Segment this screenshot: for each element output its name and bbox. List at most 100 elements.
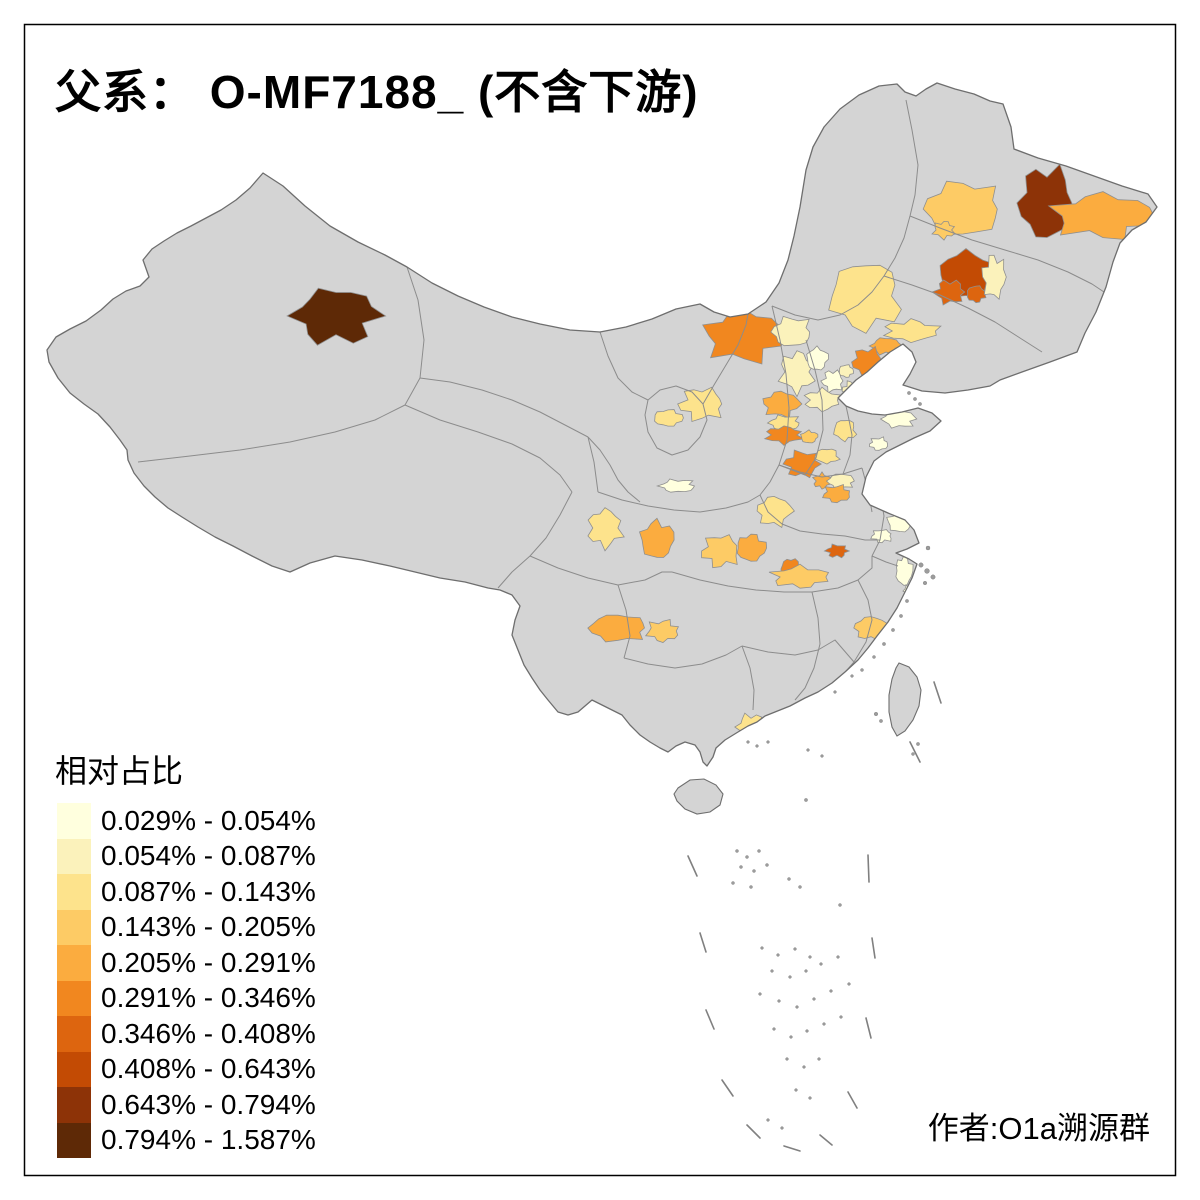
map-region-ningbo-cream (895, 554, 914, 586)
island-hainan (673, 778, 724, 815)
legend-label: 0.029% - 0.054% (101, 804, 316, 836)
map-region-xian-cream (656, 478, 696, 493)
province-border (759, 494, 880, 541)
islet (757, 849, 761, 853)
province-border (778, 464, 863, 478)
islet (882, 642, 886, 646)
islet (785, 1057, 789, 1061)
page-frame (23, 23, 1177, 1177)
islet (822, 1022, 826, 1026)
province-border (587, 436, 599, 493)
islet (907, 391, 911, 395)
sea-dash (699, 932, 707, 953)
islet (766, 740, 770, 744)
island-taiwan (888, 662, 922, 737)
legend-swatch (57, 945, 91, 981)
province-border (497, 491, 573, 589)
islet (735, 849, 739, 853)
islet (836, 955, 840, 959)
legend: 相对占比 0.029% - 0.054% 0.054% - 0.087% 0.087… (55, 746, 316, 1158)
legend-swatch (57, 980, 91, 1016)
islet (874, 712, 879, 717)
legend-swatch (57, 1087, 91, 1123)
province-border (644, 385, 708, 456)
china-mainland (47, 83, 1157, 766)
islet (760, 946, 764, 950)
islet (913, 397, 917, 401)
islet (746, 740, 750, 744)
map-region-fuyang-orange (822, 483, 850, 504)
map-region-yantai-cream (879, 410, 918, 429)
legend-row: 0.143% - 0.205% (57, 909, 316, 945)
legend-label: 0.291% - 0.346% (101, 982, 316, 1014)
map-region-heilongjiang-daqing (931, 220, 956, 241)
map-region-luoyang-orange (782, 449, 822, 479)
islet (766, 1118, 770, 1122)
islet (923, 581, 928, 586)
province-border (597, 491, 761, 513)
sea-dash (871, 937, 876, 959)
islet (812, 997, 816, 1001)
province-border (759, 305, 790, 496)
legend-label: 0.643% - 0.794% (101, 1088, 316, 1120)
map-region-zhuhai-cream (767, 712, 786, 728)
province-border (771, 99, 919, 321)
province-border (741, 645, 755, 711)
map-region-shanxi-orange (763, 425, 806, 446)
islet (905, 599, 909, 603)
sea-dash (687, 855, 698, 877)
province-border (778, 339, 824, 476)
legend-row: 0.291% - 0.346% (57, 980, 316, 1016)
sea-dash (721, 1079, 734, 1097)
islet (839, 1015, 843, 1019)
sea-dash (705, 1009, 715, 1030)
province-border (909, 215, 1105, 293)
map-region-ningxia-west (654, 409, 684, 427)
legend-swatch (57, 1122, 91, 1158)
map-region-datong-cream (777, 350, 816, 398)
legend-row: 0.346% - 0.408% (57, 1016, 316, 1052)
legend-label: 0.346% - 0.408% (101, 1017, 316, 1049)
map-region-heilongjiang-yichun (1016, 163, 1074, 238)
map-region-cangzhou-pale (833, 419, 858, 443)
islet (804, 969, 808, 973)
islet (833, 690, 837, 694)
legend-label: 0.408% - 0.643% (101, 1053, 316, 1085)
sea-dash (746, 1124, 761, 1139)
islet (788, 975, 792, 979)
legend-row: 0.408% - 0.643% (57, 1051, 316, 1087)
map-region-longnan-pale (587, 507, 625, 552)
legend-swatch (57, 803, 91, 839)
islet (789, 1035, 793, 1039)
legend-row: 0.205% - 0.291% (57, 945, 316, 981)
province-border (623, 645, 743, 669)
islet (755, 744, 759, 748)
legend-label: 0.087% - 0.143% (101, 875, 316, 907)
province-border (842, 405, 853, 475)
map-region-chaoyang-band (882, 318, 942, 344)
map-region-tongliao (828, 264, 902, 334)
legend-swatch (57, 874, 91, 910)
map-region-suizhou (736, 533, 768, 562)
islet (924, 568, 930, 574)
map-region-shangqiu-pale (825, 473, 855, 490)
province-border (587, 436, 641, 503)
islet (847, 982, 851, 986)
islet (891, 628, 895, 632)
islet (808, 955, 812, 959)
legend-row: 0.794% - 1.587% (57, 1122, 316, 1158)
map-region-heilongjiang-qiqihar (922, 180, 998, 235)
islet (777, 999, 781, 1003)
islet (795, 1005, 799, 1009)
islet (916, 742, 920, 746)
map-region-dongting-band (768, 563, 830, 589)
sea-dash (819, 1134, 833, 1146)
islet (918, 562, 924, 568)
islet (850, 674, 854, 678)
map-region-xiangyang (701, 534, 738, 569)
islet (787, 877, 791, 881)
map-region-rizhao-white (869, 436, 888, 451)
legend-row: 0.029% - 0.054% (57, 803, 316, 839)
